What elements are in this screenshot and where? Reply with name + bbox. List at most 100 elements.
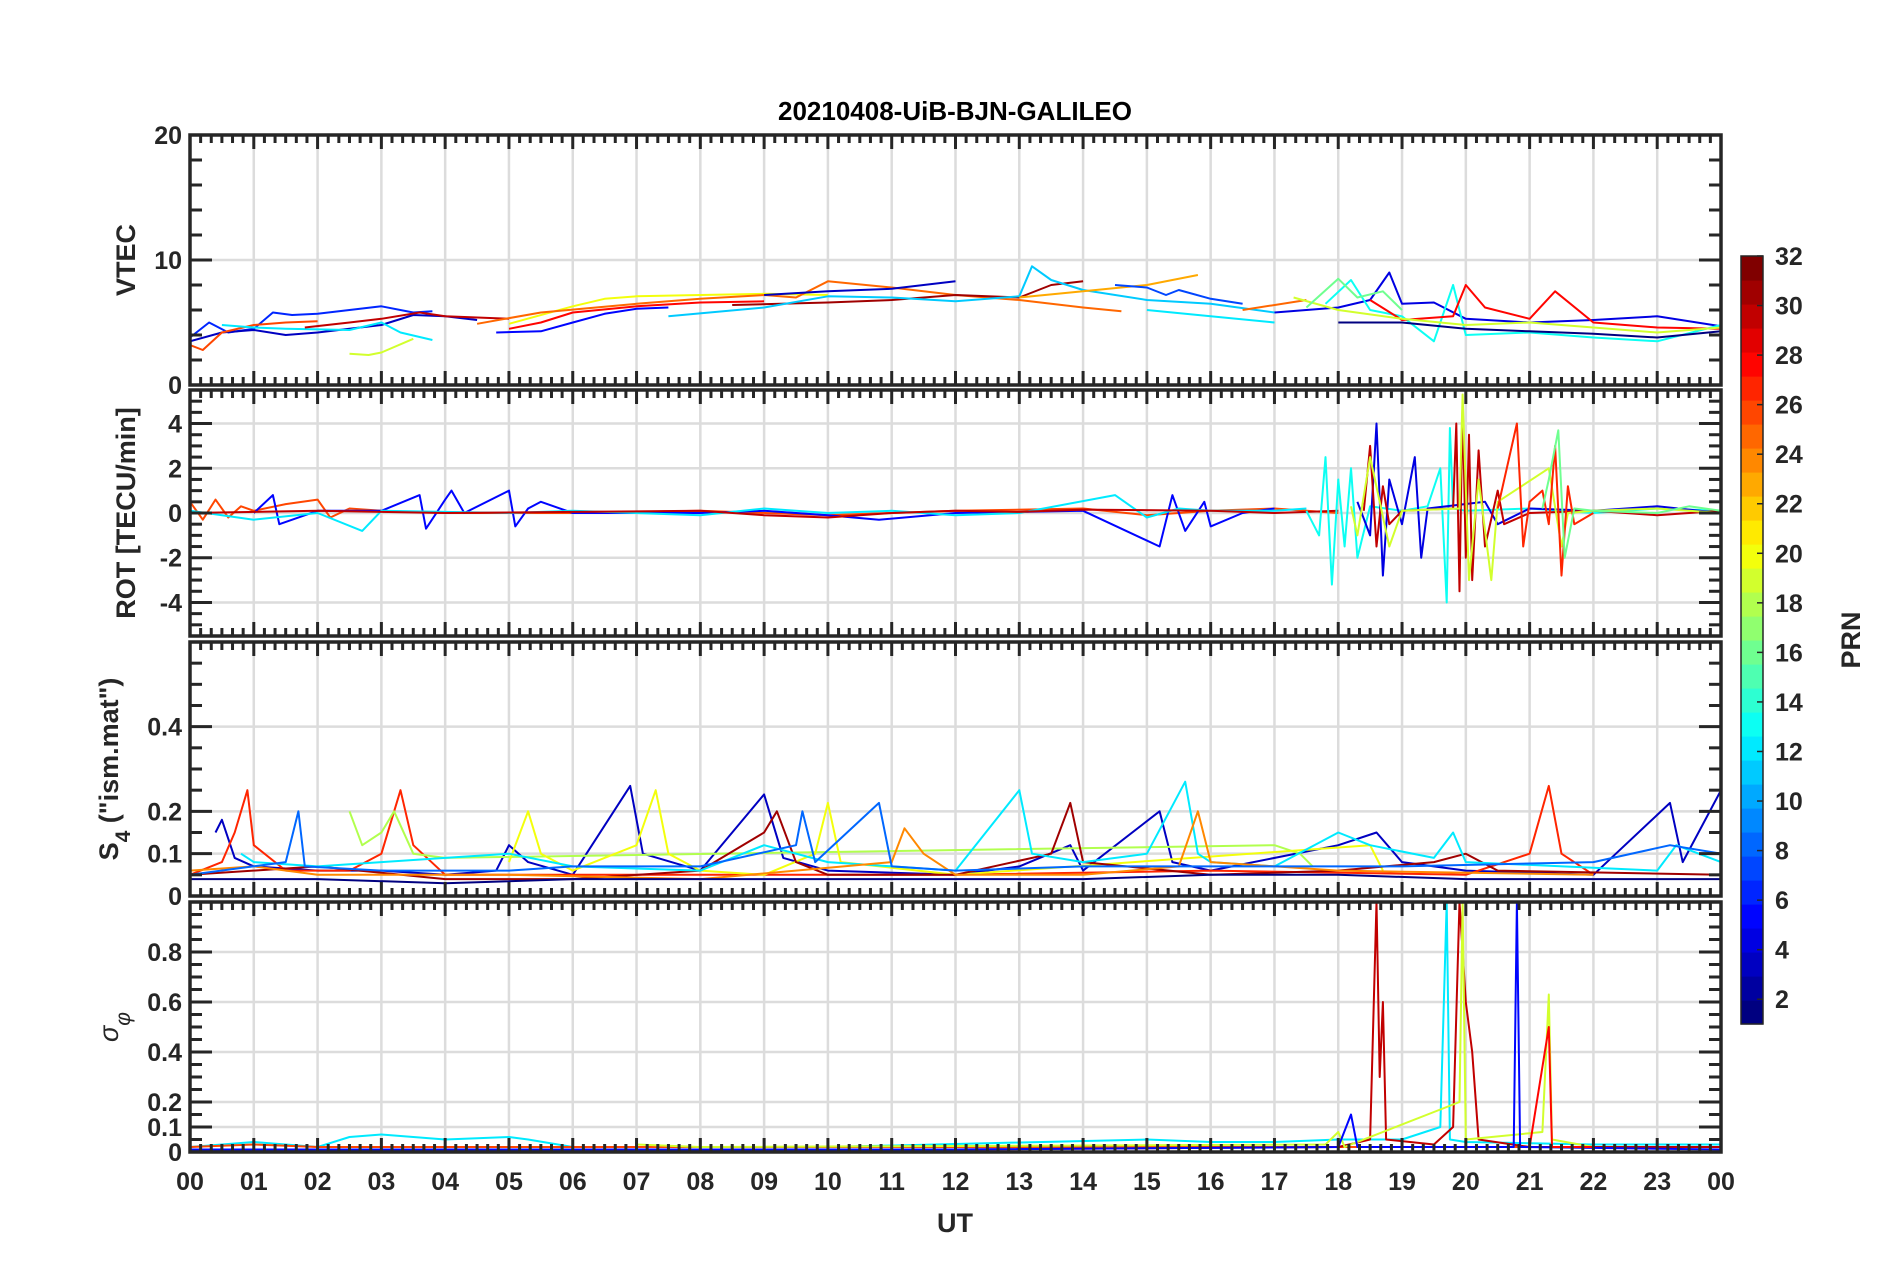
series-prn-13 (1324, 279, 1721, 343)
x-tick-label: 18 (1324, 1168, 1352, 1196)
series-prn-4 (1356, 422, 1721, 577)
x-tick-label: 08 (686, 1168, 714, 1196)
series-prn-25 (476, 280, 1122, 325)
colorbar-band (1741, 928, 1763, 953)
x-axis-label: UT (937, 1208, 973, 1238)
series-prn-16 (1541, 429, 1721, 559)
x-tick-label: 15 (1133, 1168, 1161, 1196)
series-prn-31 (732, 280, 1084, 306)
colorbar-tick-label: 8 (1775, 838, 1789, 866)
colorbar-band (1741, 952, 1763, 977)
colorbar-tick-label: 20 (1775, 540, 1803, 568)
colorbar-band (1741, 544, 1763, 569)
axes-box (188, 900, 1723, 1154)
colorbar-tick-label: 32 (1775, 243, 1803, 271)
series-prn-4 (1274, 271, 1721, 328)
y-tick-label: 0 (168, 883, 182, 911)
x-tick-label: 12 (942, 1168, 970, 1196)
y-axis-label: S4 ("ism.mat") (94, 678, 135, 861)
series-prn-24 (190, 810, 1594, 881)
colorbar-band (1741, 976, 1763, 1001)
colorbar-band (1741, 472, 1763, 497)
colorbar-band (1741, 880, 1763, 905)
y-tick-label: 10 (154, 247, 182, 275)
series-prn-16 (1305, 277, 1403, 311)
colorbar-band (1741, 448, 1763, 473)
series-prn-20 (508, 292, 828, 325)
y-axis-label-main: S (94, 842, 124, 860)
series-group (190, 393, 1721, 604)
colorbar-band (1741, 856, 1763, 881)
axes-box (188, 388, 1723, 638)
panel-vtec: 0 10 20 VTEC (111, 122, 1723, 400)
y-tick-label: 0.8 (147, 939, 182, 967)
colorbar-band (1741, 808, 1763, 833)
series-prn-12 (240, 780, 1721, 872)
series-prn-13 (1305, 427, 1721, 604)
series-prn-19 (1293, 296, 1721, 334)
x-tick-label: 19 (1388, 1168, 1416, 1196)
colorbar-tick-label: 30 (1775, 293, 1803, 321)
colorbar-band (1741, 736, 1763, 761)
x-tick-label: 02 (304, 1168, 332, 1196)
y-tick-label: 0.2 (147, 798, 182, 826)
x-tick-label: 14 (1069, 1168, 1097, 1196)
x-tick-label: 06 (559, 1168, 587, 1196)
series-prn-6 (190, 305, 433, 339)
series-group (190, 780, 1721, 885)
y-tick-label: -4 (160, 589, 182, 617)
y-tick-label: 4 (168, 411, 182, 439)
colorbar-band (1741, 832, 1763, 857)
x-tick-label: 23 (1643, 1168, 1671, 1196)
series-group (190, 265, 1721, 356)
y-tick-label: 0.1 (147, 1114, 182, 1142)
colorbar-band (1741, 400, 1763, 425)
colorbar-band (1741, 664, 1763, 689)
colorbar-tick-label: 4 (1775, 937, 1789, 965)
axes-box (188, 133, 1723, 387)
colorbar-band (1741, 352, 1763, 377)
colorbar-band (1741, 616, 1763, 641)
series-prn-3 (214, 784, 1721, 876)
series-prn-19 (1350, 393, 1721, 582)
y-tick-label: 0.4 (147, 714, 182, 742)
colorbar-band (1741, 424, 1763, 449)
series-prn-11 (668, 265, 1275, 318)
x-tick-label: 09 (750, 1168, 778, 1196)
x-tick-label: 00 (1707, 1168, 1735, 1196)
series-prn-7 (1114, 284, 1243, 305)
colorbar-tick-label: 24 (1775, 441, 1803, 469)
y-tick-label: 2 (168, 455, 182, 483)
colorbar-tick-label: 10 (1775, 788, 1803, 816)
colorbar-tick-label: 18 (1775, 590, 1803, 618)
y-tick-label: 0.4 (147, 1039, 182, 1067)
colorbar-band (1741, 712, 1763, 737)
colorbar-band (1741, 688, 1763, 713)
colorbar-tick-label: 16 (1775, 639, 1803, 667)
colorbar-band (1741, 256, 1763, 281)
series-prn-3 (764, 280, 956, 296)
series-prn-19 (349, 337, 414, 356)
y-tick-label: 0 (168, 500, 182, 528)
series-prn-27 (1496, 422, 1594, 577)
colorbar-tick-label: 22 (1775, 491, 1803, 519)
y-axis-label-rest: ("ism.mat") (94, 678, 124, 831)
x-tick-label: 07 (623, 1168, 651, 1196)
series-prn-5 (496, 306, 669, 334)
series-prn-27 (190, 784, 1594, 876)
series-prn-30 (190, 508, 1339, 519)
y-tick-label: 0.6 (147, 989, 182, 1017)
x-tick-labels: 00 01 02 03 04 05 06 07 08 09 10 11 12 13 14 15 16 17 18 19… (176, 1168, 1735, 1196)
y-axis-label: σφ (94, 1012, 135, 1042)
y-tick-label: -2 (160, 545, 182, 573)
colorbar-frame (1740, 255, 1764, 1025)
x-tick-label: 21 (1516, 1168, 1544, 1196)
series-prn-30 (304, 311, 510, 329)
colorbar-tick-label: 14 (1775, 689, 1803, 717)
colorbar-band (1741, 376, 1763, 401)
series-prn-12 (221, 321, 433, 341)
colorbar-band (1741, 328, 1763, 353)
colorbar-band (1741, 568, 1763, 593)
y-axis-label-main: σ (94, 1024, 124, 1042)
